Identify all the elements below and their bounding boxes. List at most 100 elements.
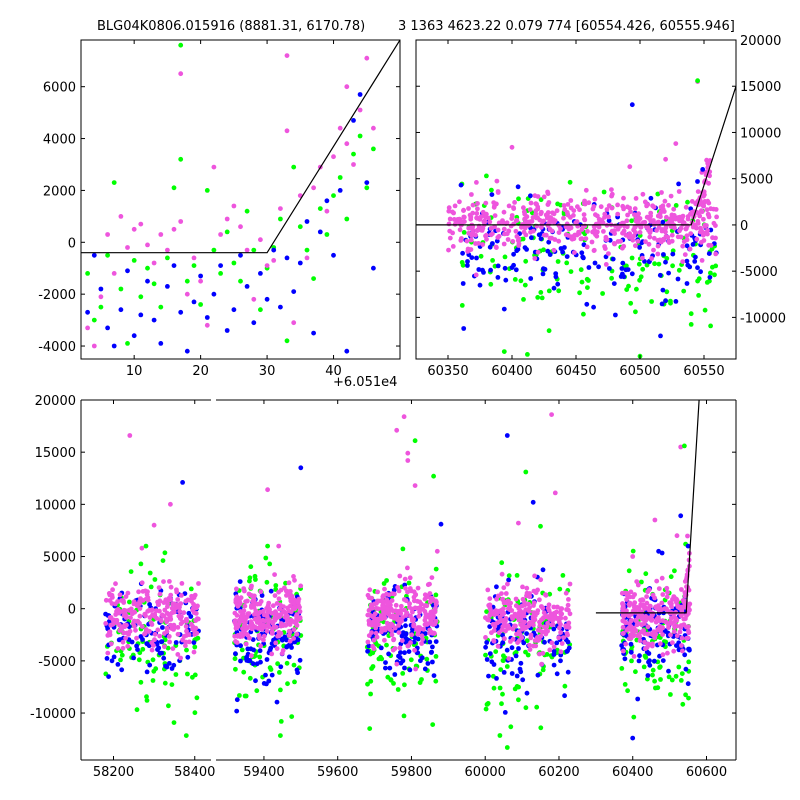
data-point-green — [119, 652, 125, 658]
data-point-pink — [251, 296, 257, 302]
data-point-pink — [516, 520, 521, 526]
data-point-pink — [652, 595, 657, 601]
data-point-blue — [268, 588, 274, 594]
data-point-blue — [529, 235, 534, 241]
data-point-pink — [254, 620, 260, 625]
data-point-green — [367, 726, 373, 731]
data-point-pink — [258, 237, 263, 243]
data-point-green — [483, 652, 488, 658]
data-point-pink — [541, 218, 546, 224]
data-point-pink — [600, 220, 606, 226]
data-point-pink — [389, 632, 395, 638]
data-point-blue — [234, 708, 240, 714]
y-tick-label: 0 — [68, 236, 76, 251]
data-point-pink — [651, 629, 657, 635]
data-point-pink — [711, 220, 717, 226]
data-point-pink — [183, 639, 189, 645]
data-point-blue — [586, 265, 592, 270]
data-point-blue — [693, 254, 698, 260]
x-tick-label: 60000 — [465, 765, 506, 780]
data-point-pink — [286, 608, 292, 614]
data-point-blue — [695, 265, 700, 271]
data-point-green — [211, 247, 217, 253]
data-point-blue — [706, 251, 712, 256]
data-point-blue — [520, 677, 526, 683]
data-point-blue — [106, 619, 112, 624]
data-point-pink — [233, 639, 238, 644]
data-point-pink — [642, 199, 648, 205]
data-point-pink — [513, 596, 519, 602]
data-point-pink — [649, 643, 655, 649]
data-point-green — [430, 722, 436, 727]
data-point-blue — [684, 258, 690, 264]
data-point-pink — [167, 616, 173, 622]
data-point-green — [378, 654, 383, 660]
data-point-blue — [250, 637, 256, 642]
data-point-green — [578, 267, 584, 273]
data-point-pink — [403, 598, 409, 604]
data-point-pink — [635, 218, 641, 224]
data-point-pink — [665, 590, 670, 595]
data-point-pink — [271, 258, 277, 263]
data-point-blue — [546, 239, 552, 245]
data-point-pink — [649, 256, 654, 261]
data-point-blue — [184, 348, 190, 354]
data-point-blue — [685, 681, 691, 687]
data-point-green — [489, 187, 494, 193]
data-point-pink — [452, 203, 458, 209]
data-point-blue — [700, 167, 706, 172]
data-point-blue — [530, 499, 536, 505]
data-point-pink — [174, 602, 180, 607]
data-point-blue — [503, 277, 509, 283]
data-point-green — [278, 216, 283, 222]
top-left-axes-frame — [80, 39, 401, 360]
data-point-pink — [689, 209, 695, 215]
data-point-pink — [669, 232, 675, 238]
data-point-blue — [304, 219, 310, 224]
data-point-green — [370, 664, 376, 669]
data-point-pink — [389, 621, 394, 627]
data-point-pink — [531, 600, 537, 606]
data-point-blue — [129, 639, 135, 645]
data-point-pink — [627, 602, 632, 608]
data-point-green — [239, 647, 245, 653]
data-point-pink — [657, 641, 663, 647]
data-point-pink — [695, 219, 701, 224]
data-point-blue — [584, 301, 590, 307]
data-point-blue — [399, 633, 405, 639]
data-point-blue — [147, 662, 153, 668]
data-point-pink — [537, 619, 542, 625]
data-point-pink — [415, 585, 421, 591]
data-point-green — [502, 254, 508, 260]
data-point-blue — [465, 259, 470, 264]
data-point-pink — [179, 593, 184, 598]
data-point-pink — [494, 201, 499, 207]
data-point-pink — [473, 272, 479, 278]
data-point-pink — [473, 232, 478, 238]
data-point-green — [686, 659, 692, 665]
data-point-green — [184, 647, 189, 653]
data-point-blue — [558, 658, 563, 664]
data-point-pink — [324, 208, 330, 214]
data-point-pink — [579, 236, 585, 242]
data-point-blue — [158, 639, 164, 645]
data-point-green — [649, 299, 654, 304]
data-point-pink — [385, 602, 391, 607]
data-point-pink — [243, 599, 249, 604]
data-point-pink — [512, 200, 517, 205]
data-point-pink — [169, 610, 175, 616]
data-point-pink — [660, 618, 666, 624]
data-point-pink — [520, 584, 525, 590]
data-point-pink — [166, 634, 172, 639]
data-point-blue — [637, 653, 642, 659]
data-point-pink — [501, 226, 507, 232]
data-point-blue — [357, 92, 363, 97]
data-point-pink — [194, 616, 200, 621]
data-point-pink — [683, 616, 688, 622]
data-point-blue — [131, 655, 137, 661]
data-point-blue — [166, 661, 172, 666]
data-point-green — [183, 733, 189, 738]
data-point-blue — [364, 180, 370, 186]
data-point-green — [629, 218, 634, 224]
data-point-green — [111, 180, 117, 186]
